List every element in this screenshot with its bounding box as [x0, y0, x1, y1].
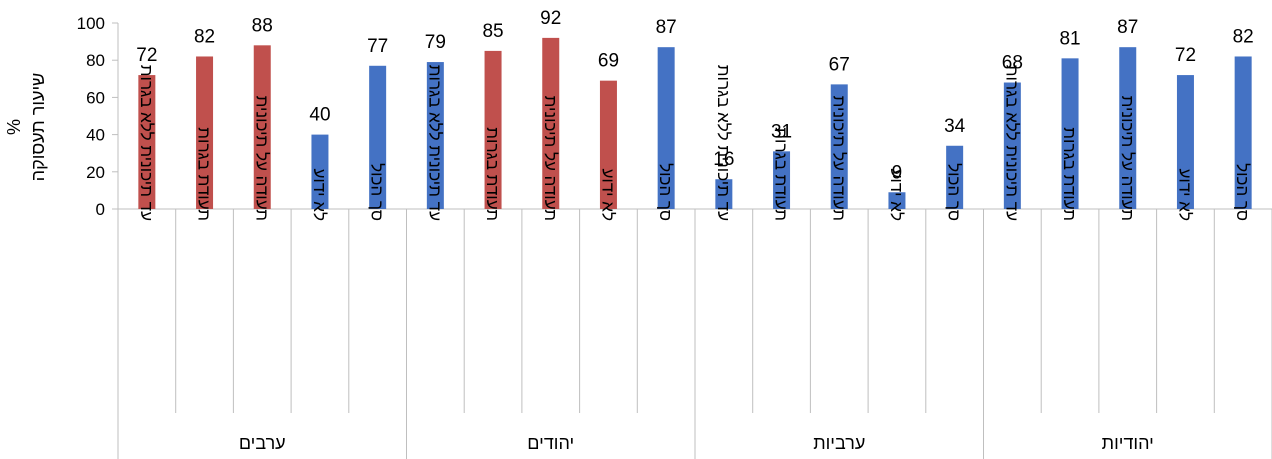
bar — [830, 84, 848, 209]
bar — [1234, 56, 1252, 210]
bar-value-label: 87 — [656, 17, 677, 38]
bar-value-label: 31 — [771, 121, 792, 142]
bar — [311, 134, 329, 209]
y-axis-unit: % — [4, 119, 24, 135]
bar-value-label: 16 — [713, 149, 734, 170]
group-label: ערביות — [813, 433, 865, 453]
bar-value-label: 67 — [829, 54, 850, 75]
bar-value-label: 72 — [136, 45, 157, 66]
bar-value-label: 40 — [309, 105, 330, 126]
category-label: עד תיכונית ללא בגרות — [425, 65, 444, 221]
category-label: לא ידוע — [598, 168, 617, 221]
category-label: עד תיכונית ללא בגרות — [1002, 65, 1021, 221]
category-label: תעודה על תיכונית — [829, 96, 848, 221]
bar-value-label: 82 — [1233, 26, 1254, 47]
category-label: תעודה על תיכונית — [252, 96, 271, 221]
group-label: יהודיות — [1102, 433, 1154, 453]
bar-value-label: 92 — [540, 8, 561, 29]
group-label: ערבים — [239, 433, 286, 453]
category-label: סך הכול — [368, 163, 387, 221]
bar — [599, 80, 617, 209]
bar-value-label: 69 — [598, 51, 619, 72]
category-label: עד תיכונית ללא בגרות — [714, 65, 733, 221]
bar — [773, 151, 791, 209]
bar — [1119, 47, 1137, 210]
bar — [1176, 75, 1194, 209]
bar — [657, 47, 675, 210]
y-axis-title: שיעור תעסוקה — [28, 73, 48, 182]
bar — [946, 145, 964, 209]
bar — [1061, 58, 1079, 210]
y-tick-label: 60 — [86, 88, 105, 107]
category-label: תעודה על תיכונית — [541, 96, 560, 221]
category-label: תעודה על תיכונית — [1118, 96, 1137, 221]
bar-value-label: 87 — [1117, 17, 1138, 38]
bar — [888, 192, 906, 209]
bar — [542, 37, 560, 209]
category-label: לא ידוע — [310, 168, 329, 221]
bar-value-label: 72 — [1175, 45, 1196, 66]
bar — [715, 179, 733, 209]
bar-value-label: 82 — [194, 26, 215, 47]
category-label: לא ידוע — [887, 168, 906, 221]
bar — [1003, 82, 1021, 209]
bar — [426, 62, 444, 210]
category-label: עד תיכונית ללא בגרות — [137, 65, 156, 221]
y-tick-label: 20 — [86, 163, 105, 182]
bar-value-label: 88 — [252, 15, 273, 36]
y-tick-label: 40 — [86, 126, 105, 145]
category-label: תעודת בגרות — [483, 127, 502, 221]
bar — [369, 65, 387, 209]
bar — [253, 45, 271, 209]
category-label: לא ידוע — [1175, 168, 1194, 221]
bar-value-label: 9 — [892, 162, 903, 183]
bar — [138, 75, 156, 209]
category-label: סך הכול — [1233, 163, 1252, 221]
bar-value-label: 85 — [482, 21, 503, 42]
y-tick-label: 100 — [77, 14, 105, 33]
y-tick-label: 0 — [96, 200, 105, 219]
bar-value-label: 77 — [367, 36, 388, 57]
category-label: סך הכול — [656, 163, 675, 221]
bar-value-label: 68 — [1002, 53, 1023, 74]
bar-value-label: 34 — [944, 116, 966, 137]
category-label: תעודת בגרות — [772, 127, 791, 221]
bar — [484, 50, 502, 210]
category-label: תעודת בגרות — [195, 127, 214, 221]
category-label: תעודת בגרות — [1060, 127, 1079, 221]
bar-value-label: 81 — [1059, 28, 1080, 49]
axis-layer — [112, 22, 1272, 459]
bar-value-label: 79 — [425, 32, 446, 53]
category-label: סך הכול — [945, 163, 964, 221]
bars-layer — [138, 37, 1252, 210]
y-tick-label: 80 — [86, 51, 105, 70]
group-label: יהודים — [527, 433, 574, 453]
bar — [196, 56, 214, 210]
